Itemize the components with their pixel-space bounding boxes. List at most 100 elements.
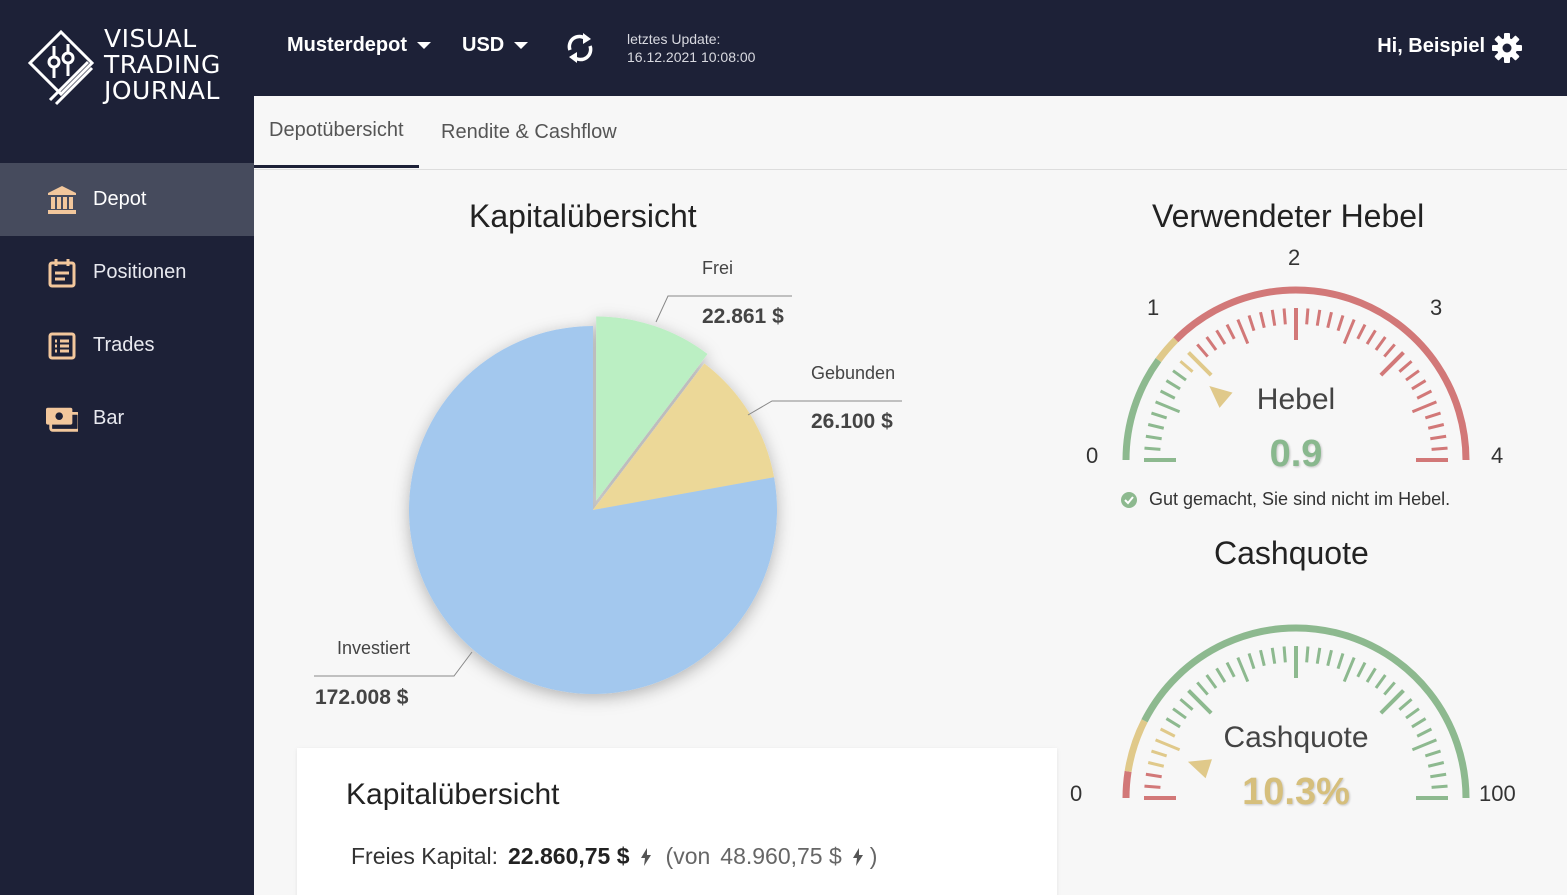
- chevron-down-icon: [514, 42, 529, 49]
- leverage-tick-label-0: 0: [1086, 443, 1099, 468]
- gauge-tick: [1342, 318, 1356, 345]
- gauge-tick: [1172, 369, 1187, 382]
- gauge-tick: [1374, 674, 1387, 689]
- gauge-tick: [1305, 646, 1310, 663]
- depot-select[interactable]: Musterdepot: [287, 34, 431, 57]
- tab-bar: Depotübersicht Rendite & Cashflow: [254, 96, 1567, 170]
- gauge-tick: [1411, 717, 1427, 729]
- gauge-tick: [1270, 647, 1277, 664]
- pie-slice-frei[interactable]: [596, 316, 708, 501]
- gauge-tick: [1315, 647, 1322, 664]
- summary-card-title: Kapitalübersicht: [346, 778, 560, 811]
- gauge-tick: [1215, 667, 1227, 683]
- gear-icon[interactable]: [1491, 32, 1523, 64]
- gauge-tick: [1356, 323, 1367, 340]
- capital-summary-card: Kapitalübersicht Freies Kapital: 22.860,…: [297, 748, 1057, 895]
- total-prefix: (von: [665, 843, 711, 869]
- gauge-tick: [1196, 343, 1209, 358]
- gauge-tick: [1150, 749, 1168, 758]
- tab-rendite-cashflow[interactable]: Rendite & Cashflow: [441, 96, 617, 168]
- gauge-tick: [1144, 446, 1161, 451]
- gauge-tick: [1145, 772, 1162, 779]
- sidebar-item-trades[interactable]: Trades: [0, 309, 254, 382]
- refresh-icon[interactable]: [564, 30, 596, 66]
- cash-center-title: Cashquote: [1223, 721, 1369, 754]
- total-suffix: ): [869, 843, 878, 869]
- leader-line-gebunden: [747, 400, 902, 416]
- gauge-tick: [1179, 698, 1194, 711]
- gauge-tick: [1165, 379, 1181, 391]
- gauge-pointer: [1209, 385, 1233, 408]
- gauge-tick: [1336, 314, 1345, 332]
- pie-slice-gebunden[interactable]: [593, 363, 775, 510]
- leverage-gauge: [1122, 286, 1470, 462]
- gauge-tick: [1225, 323, 1236, 340]
- gauge-tick: [1336, 652, 1345, 670]
- tab-label: Rendite & Cashflow: [441, 120, 617, 143]
- gauge-tick: [1165, 717, 1181, 729]
- leader-line-frei: [655, 295, 792, 323]
- gauge-tick: [1150, 411, 1168, 420]
- gauge-tick: [1225, 661, 1236, 678]
- gauge-tick: [1383, 681, 1396, 696]
- gauge-tick: [1365, 329, 1377, 345]
- lightning-icon: [640, 847, 651, 866]
- brand-line-1: VISUAL: [104, 24, 197, 53]
- gauge-tick: [1430, 434, 1447, 441]
- leverage-tick-label-4: 4: [1491, 443, 1504, 468]
- gauge-tick: [1427, 423, 1445, 430]
- cash-icon: [46, 403, 78, 435]
- gauge-tick: [1147, 423, 1165, 430]
- gauge-tick: [1431, 784, 1448, 789]
- gauge-tick: [1326, 311, 1333, 329]
- slice-label-gebunden: Gebunden: [811, 363, 896, 383]
- gauge-tick: [1236, 656, 1250, 683]
- free-capital-value: 22.860,75 $: [508, 843, 630, 869]
- bank-icon: [46, 184, 78, 216]
- sidebar-item-bar[interactable]: Bar: [0, 382, 254, 455]
- free-capital-label: Freies Kapital:: [351, 843, 499, 869]
- gauge-arc-zone: [1124, 719, 1148, 773]
- gauge-tick: [1159, 727, 1176, 738]
- slice-label-frei: Frei: [702, 258, 733, 278]
- sidebar-item-positionen[interactable]: Positionen: [0, 236, 254, 309]
- sidebar-item-depot[interactable]: Depot: [0, 163, 254, 236]
- gauge-tick: [1416, 727, 1433, 738]
- gauge-tick: [1172, 707, 1187, 720]
- pie-slice-investiert[interactable]: [409, 326, 777, 694]
- gauge-tick: [1398, 698, 1413, 711]
- gauge-arc-zone: [1122, 358, 1162, 461]
- chevron-down-icon: [417, 42, 431, 49]
- last-update: letztes Update: 16.12.2021 10:08:00: [627, 30, 755, 66]
- brand-logo[interactable]: VISUAL TRADING JOURNAL: [26, 26, 236, 108]
- gauge-tick: [1424, 411, 1442, 420]
- gauge-tick: [1379, 689, 1405, 715]
- currency-select[interactable]: USD: [462, 34, 529, 57]
- gauge-tick: [1159, 389, 1176, 400]
- gauge-tick: [1416, 389, 1433, 400]
- gauge-tick: [1424, 749, 1442, 758]
- gauge-tick: [1356, 661, 1367, 678]
- capital-chart-title: Kapitalübersicht: [469, 198, 697, 234]
- gauge-tick: [1365, 667, 1377, 683]
- gauge-tick: [1179, 360, 1194, 373]
- gauge-tick: [1326, 649, 1333, 667]
- gauge-tick: [1305, 308, 1310, 325]
- capital-pie-svg: [314, 295, 902, 694]
- slice-value-gebunden: 26.100 $: [811, 410, 893, 433]
- gauge-tick: [1427, 761, 1445, 768]
- gauge-tick: [1215, 329, 1227, 345]
- leverage-gauge-title: Verwendeter Hebel: [1152, 198, 1425, 234]
- gauge-tick: [1187, 351, 1213, 377]
- gauge-tick: [1196, 681, 1209, 696]
- gauge-arc-zone: [1173, 286, 1470, 461]
- gauge-tick: [1247, 652, 1256, 670]
- brand-wordmark: VISUAL TRADING JOURNAL: [104, 26, 221, 104]
- gauge-tick: [1282, 646, 1287, 663]
- gauge-tick: [1270, 309, 1277, 326]
- leverage-hint: Gut gemacht, Sie sind nicht im Hebel.: [1120, 489, 1450, 510]
- gauge-tick: [1374, 336, 1387, 351]
- gauge-tick: [1187, 689, 1213, 715]
- free-capital-line: Freies Kapital: 22.860,75 $ (von 48.960,…: [351, 843, 877, 870]
- tab-depotuebersicht[interactable]: Depotübersicht: [254, 96, 419, 168]
